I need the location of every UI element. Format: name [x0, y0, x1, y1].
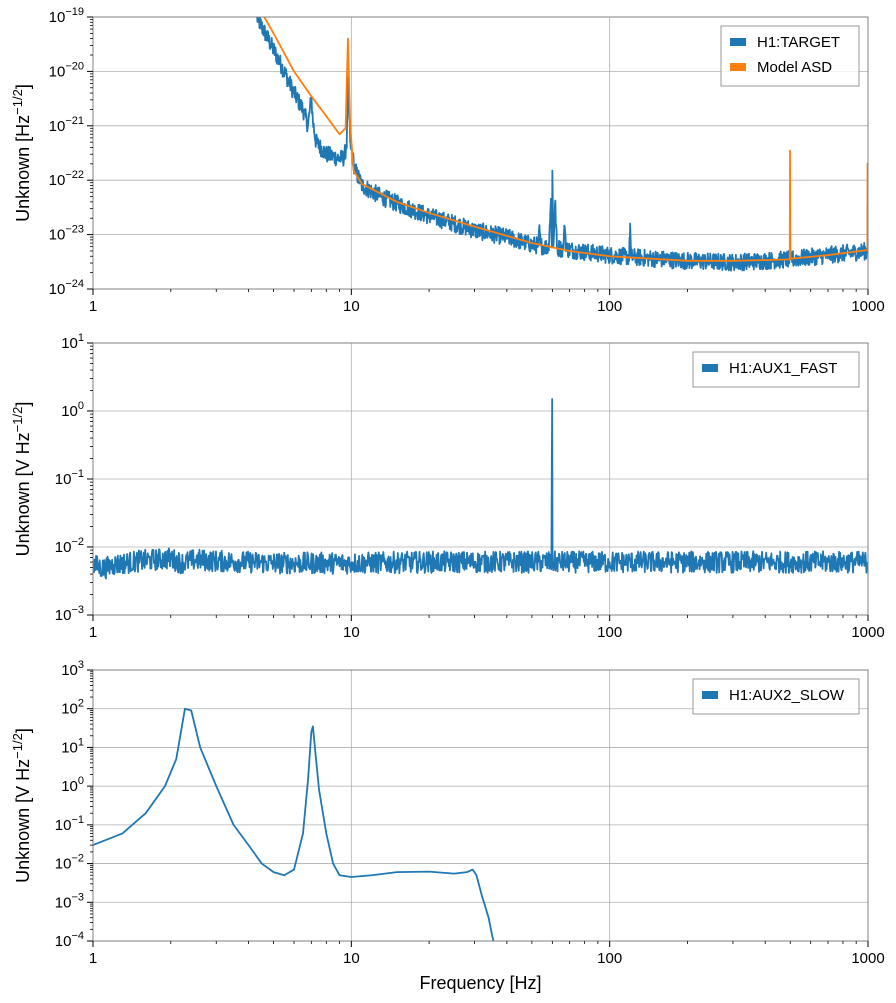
series-line-1: [93, 707, 495, 941]
y-tick-label: 10−3: [55, 891, 84, 911]
y-axis-label: Unknown [Hz−1/2]: [10, 84, 33, 222]
x-tick-label: 1: [89, 950, 97, 967]
x-tick-label: 10: [343, 624, 360, 641]
x-tick-label: 100: [597, 298, 622, 315]
y-tick-label: 10−21: [49, 115, 84, 135]
y-tick-label: 10−19: [49, 6, 84, 26]
panel-2: 1 10 100 1000 10−3 10−2 10−1 100 101 Unknown [V H…: [10, 332, 885, 641]
panel-3: 1 10 100 1000 10−4 10−3 10−2 10−1 100 101 102 103 Un…: [10, 659, 885, 993]
x-tick-label: 1: [89, 298, 97, 315]
series-line-2: [263, 17, 868, 262]
legend-swatch: [702, 691, 718, 699]
x-tick-label: 1: [89, 624, 97, 641]
legend-label: Model ASD: [757, 59, 832, 76]
y-tick-label: 10−1: [55, 468, 84, 488]
y-tick-label: 100: [61, 775, 84, 795]
legend-label: H1:TARGET: [757, 34, 840, 51]
legend-box: [692, 678, 860, 715]
y-tick-label: 10−23: [49, 224, 84, 244]
y-tick-label: 100: [61, 400, 84, 420]
y-tick-label: 103: [61, 659, 84, 679]
x-tick-label: 1000: [851, 950, 884, 967]
y-tick-label: 10−20: [49, 60, 84, 80]
legend-box: [692, 351, 860, 388]
x-tick-label: 1000: [851, 298, 884, 315]
y-tick-label: 10−4: [55, 930, 84, 950]
legend-swatch: [702, 364, 718, 372]
y-tick-label: 102: [61, 698, 84, 718]
x-axis-label: Frequency [Hz]: [419, 973, 541, 993]
legend: H1:AUX2_SLOW: [692, 678, 860, 715]
y-tick-label: 101: [61, 736, 84, 756]
x-tick-label: 10: [343, 950, 360, 967]
axes-frame: [92, 16, 869, 290]
y-axis-label: Unknown [V Hz−1/2]: [10, 402, 33, 557]
legend-box: [720, 25, 860, 87]
axes-frame: [92, 669, 869, 942]
y-tick-label: 10−3: [55, 604, 84, 624]
legend-swatch: [730, 38, 746, 46]
legend-swatch: [730, 63, 746, 71]
x-tick-label: 100: [597, 950, 622, 967]
y-tick-label: 10−1: [55, 814, 84, 834]
y-tick-label: 101: [61, 332, 84, 352]
legend: H1:AUX1_FAST: [692, 351, 860, 388]
legend-label: H1:AUX1_FAST: [729, 360, 837, 377]
legend: H1:TARGET Model ASD: [720, 25, 860, 87]
y-tick-label: 10−24: [49, 278, 84, 298]
legend-label: H1:AUX2_SLOW: [729, 687, 845, 704]
y-axis-label: Unknown [V Hz−1/2]: [10, 728, 33, 883]
series-line-1: [93, 398, 868, 580]
x-tick-label: 10: [343, 298, 360, 315]
panel-1: 1 10 100 1000 10−24 10−23 10−22 10−21 10−20 10−19…: [10, 6, 885, 315]
y-tick-label: 10−2: [55, 853, 84, 873]
x-tick-label: 100: [597, 624, 622, 641]
x-tick-label: 1000: [851, 624, 884, 641]
y-tick-label: 10−2: [55, 536, 84, 556]
y-tick-label: 10−22: [49, 169, 84, 189]
